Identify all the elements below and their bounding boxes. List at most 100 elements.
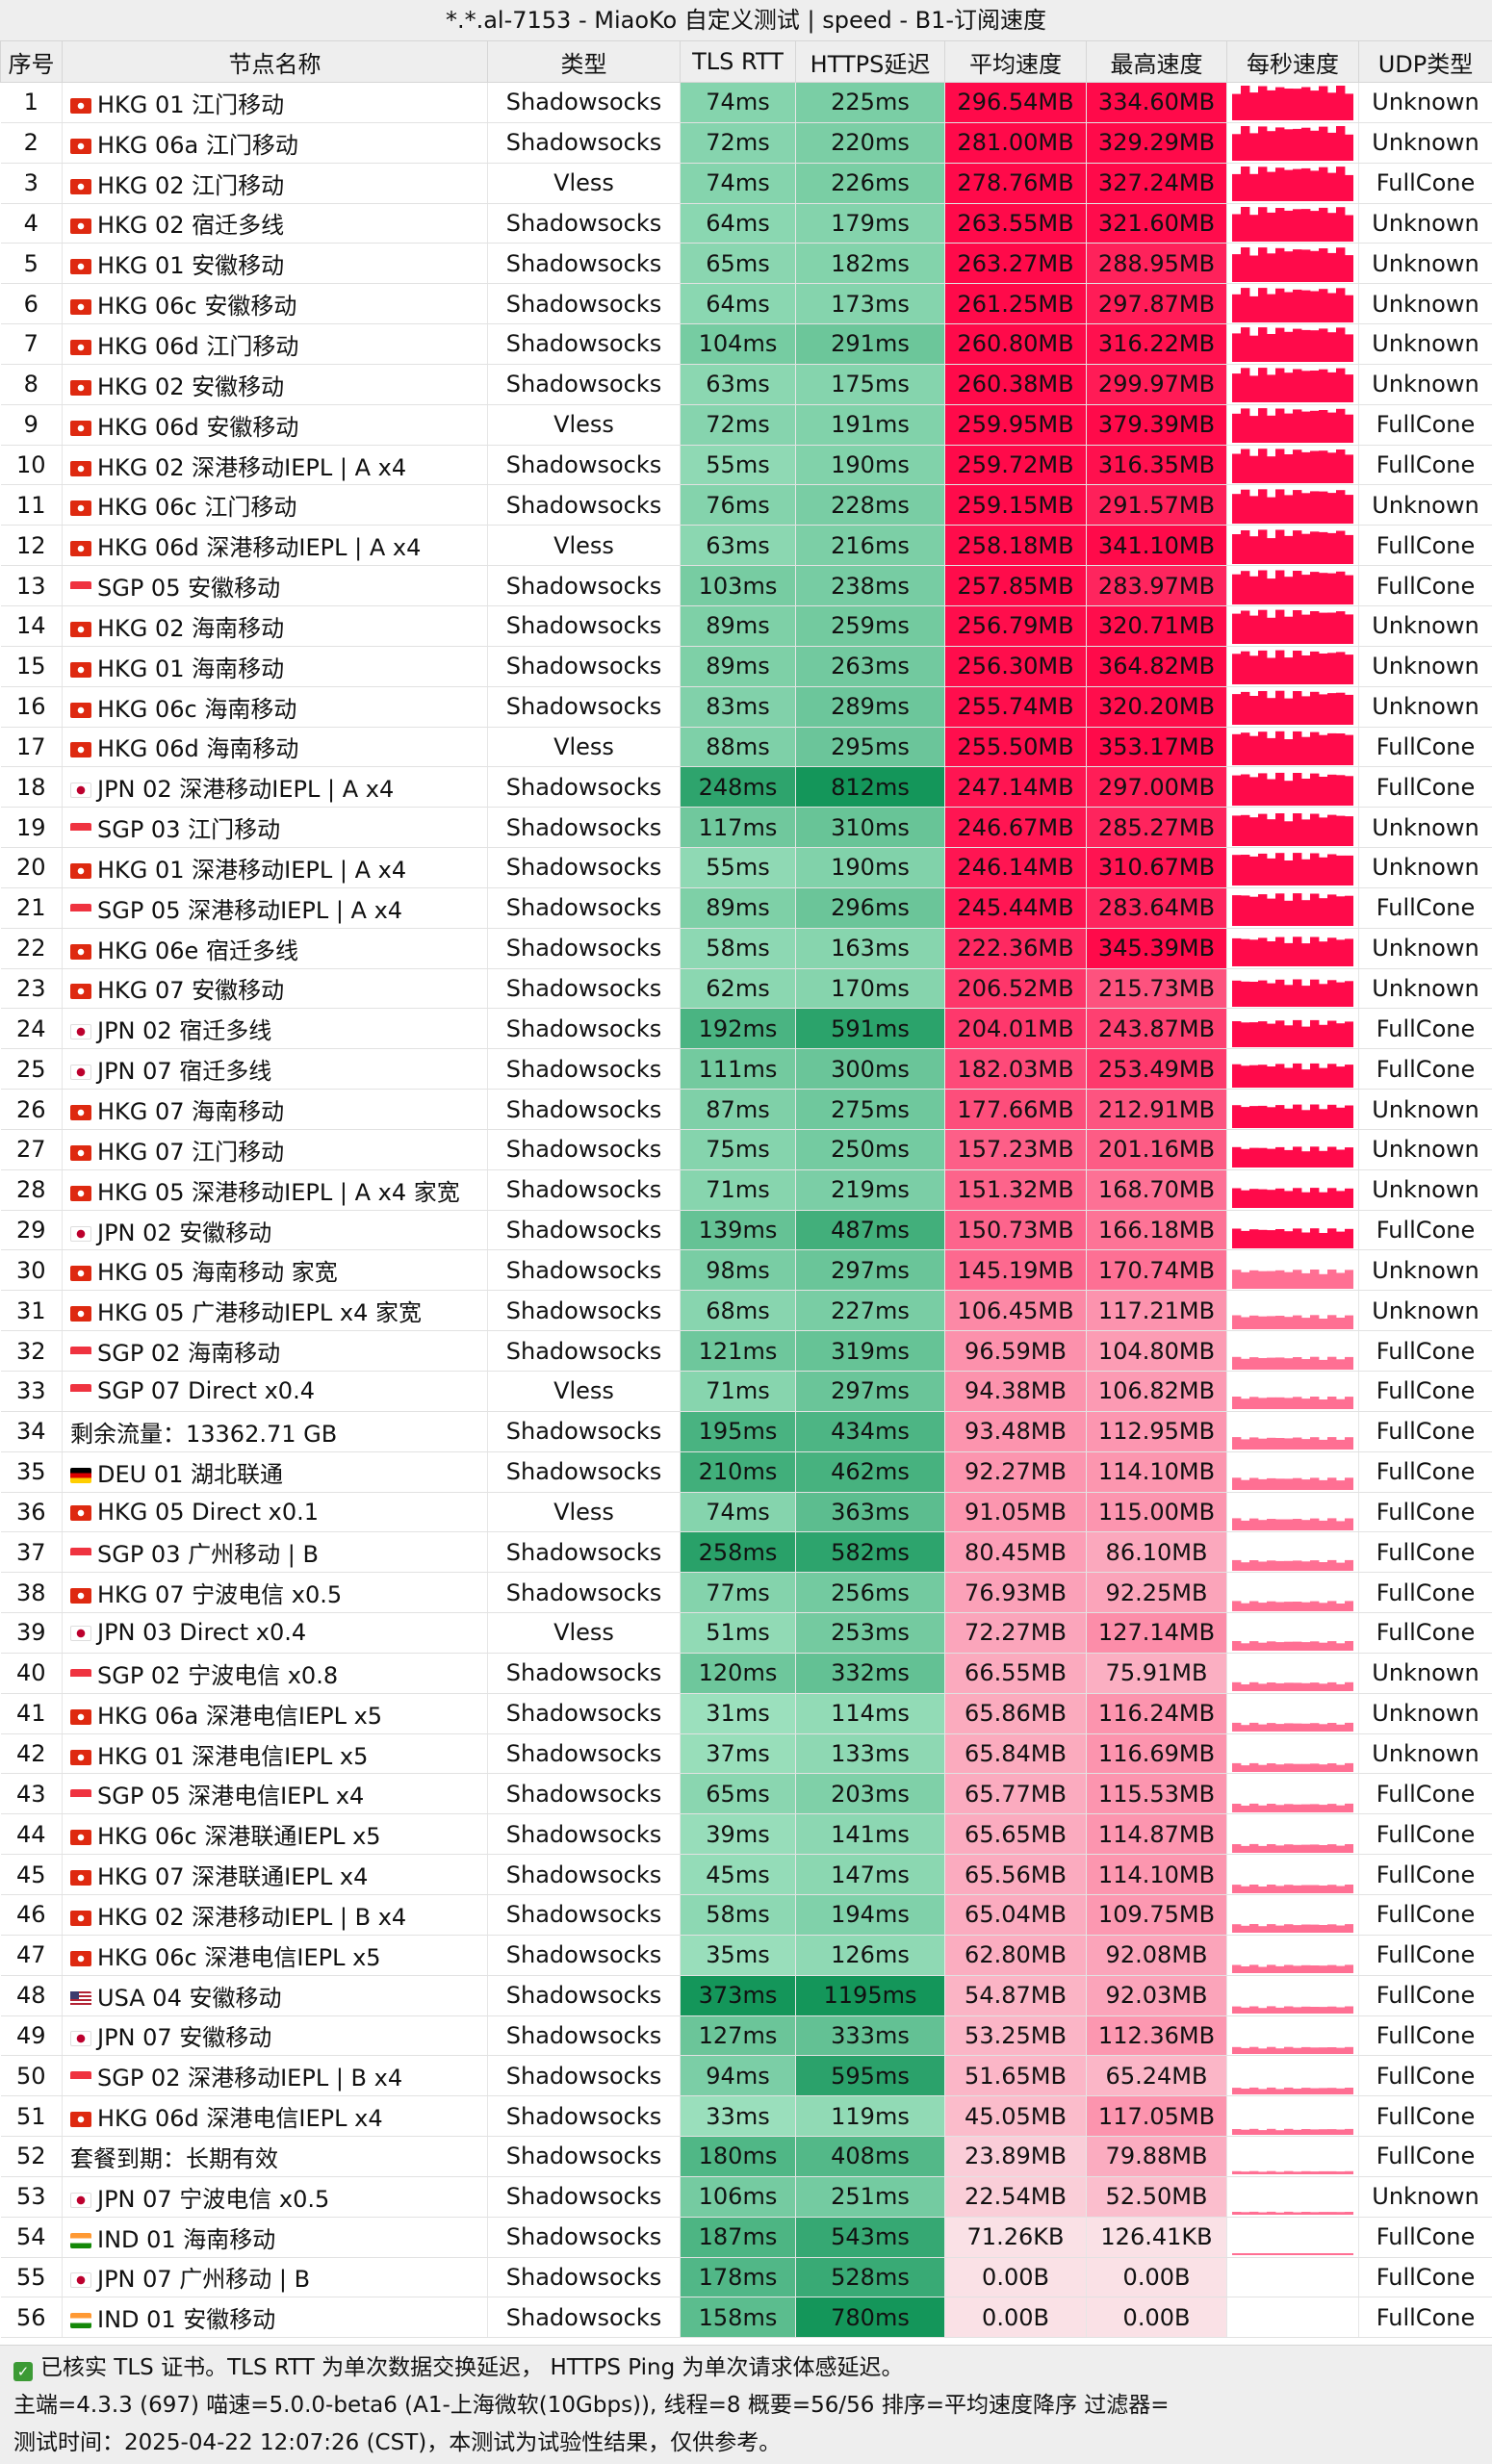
sparkline-bar xyxy=(1284,1723,1294,1732)
sparkline-bar xyxy=(1319,572,1328,604)
sparkline-bar xyxy=(1345,2253,1353,2256)
table-row[interactable]: 28 HKG 05 深港移动IEPL | A x4 家宽 Shadowsocks 71… xyxy=(0,1169,1492,1211)
table-row[interactable]: 38 HKG 07 宁波电信 x0.5 Shadowsocks 77ms 256ms 76… xyxy=(0,1572,1492,1614)
table-row[interactable]: 6 HKG 06c 安徽移动 Shadowsocks 64ms 173ms 261.25M… xyxy=(0,283,1492,325)
sparkline-bar xyxy=(1249,1601,1259,1611)
column-header-per-second-speed[interactable]: 每秒速度 xyxy=(1226,40,1359,83)
column-header-udp-type[interactable]: UDP类型 xyxy=(1358,40,1492,83)
node-name: HKG 02 海南移动 xyxy=(97,614,285,642)
table-row[interactable]: 32 SGP 02 海南移动 Shadowsocks 121ms 319ms 96.59M… xyxy=(0,1330,1492,1372)
table-row[interactable]: 54 IND 01 海南移动 Shadowsocks 187ms 543ms 71.26K… xyxy=(0,2217,1492,2258)
node-type: Shadowsocks xyxy=(487,323,681,365)
table-row[interactable]: 27 HKG 07 江门移动 Shadowsocks 75ms 250ms 157.23M… xyxy=(0,1129,1492,1170)
table-row[interactable]: 15 HKG 01 海南移动 Shadowsocks 89ms 263ms 256.30M… xyxy=(0,646,1492,687)
tls-rtt: 58ms xyxy=(680,1894,796,1936)
table-row[interactable]: 44 HKG 06c 深港联通IEPL x5 Shadowsocks 39ms 141m… xyxy=(0,1813,1492,1856)
column-header-index[interactable]: 序号 xyxy=(0,40,63,83)
table-row[interactable]: 52 套餐到期：长期有效 Shadowsocks 180ms 408ms 23.89MB 7… xyxy=(0,2136,1492,2177)
column-header-type[interactable]: 类型 xyxy=(487,40,681,83)
sparkline-bar xyxy=(1284,2006,1294,2015)
avg-speed: 177.66MB xyxy=(944,1089,1087,1130)
node-name-cell: SGP 02 深港移动IEPL | B x4 xyxy=(62,2055,488,2097)
column-header-avg-speed[interactable]: 平均速度 xyxy=(944,40,1087,83)
table-row[interactable]: 31 HKG 05 广港移动IEPL x4 家宽 Shadowsocks 68ms 22… xyxy=(0,1290,1492,1332)
table-row[interactable]: 19 SGP 03 江门移动 Shadowsocks 117ms 310ms 246.67… xyxy=(0,807,1492,849)
table-row[interactable]: 3 HKG 02 江门移动 Vless 74ms 226ms 278.76MB 327.24… xyxy=(0,163,1492,204)
flag-icon xyxy=(70,541,91,557)
sparkline-bar xyxy=(1327,293,1337,322)
table-row[interactable]: 10 HKG 02 深港移动IEPL | A x4 Shadowsocks 55ms 1… xyxy=(0,445,1492,486)
table-row[interactable]: 14 HKG 02 海南移动 Shadowsocks 89ms 259ms 256.79M… xyxy=(0,605,1492,647)
row-index: 13 xyxy=(0,565,63,606)
sparkline-bar xyxy=(1310,1559,1320,1571)
table-row[interactable]: 21 SGP 05 深港移动IEPL | A x4 Shadowsocks 89ms 2… xyxy=(0,887,1492,929)
sparkline-bar xyxy=(1345,2212,1353,2216)
table-row[interactable]: 7 HKG 06d 江门移动 Shadowsocks 104ms 291ms 260.80… xyxy=(0,323,1492,365)
udp-type: FullCone xyxy=(1358,163,1492,204)
table-row[interactable]: 51 HKG 06d 深港电信IEPL x4 Shadowsocks 33ms 119m… xyxy=(0,2095,1492,2138)
node-type: Shadowsocks xyxy=(487,1048,681,1091)
node-name: HKG 01 深港移动IEPL | A x4 xyxy=(97,856,407,884)
table-row[interactable]: 23 HKG 07 安徽移动 Shadowsocks 62ms 170ms 206.52M… xyxy=(0,968,1492,1010)
per-second-speed-sparkline xyxy=(1226,1653,1359,1694)
sparkline-bar xyxy=(1258,1805,1268,1812)
table-row[interactable]: 53 JPN 07 宁波电信 x0.5 Shadowsocks 106ms 251ms 2… xyxy=(0,2176,1492,2218)
node-name-cell: SGP 07 Direct x0.4 xyxy=(62,1371,488,1412)
table-row[interactable]: 24 JPN 02 宿迁多线 Shadowsocks 192ms 591ms 204.01… xyxy=(0,1008,1492,1050)
table-row[interactable]: 5 HKG 01 安徽移动 Shadowsocks 65ms 182ms 263.27MB… xyxy=(0,243,1492,285)
table-row[interactable]: 50 SGP 02 深港移动IEPL | B x4 Shadowsocks 94ms 5… xyxy=(0,2055,1492,2097)
table-row[interactable]: 36 HKG 05 Direct x0.1 Vless 74ms 363ms 91.05M… xyxy=(0,1492,1492,1533)
table-row[interactable]: 40 SGP 02 宁波电信 x0.8 Shadowsocks 120ms 332ms 6… xyxy=(0,1653,1492,1694)
table-row[interactable]: 17 HKG 06d 海南移动 Vless 88ms 295ms 255.50MB 353.… xyxy=(0,727,1492,768)
sparkline-chart xyxy=(1232,1356,1353,1370)
table-row[interactable]: 42 HKG 01 深港电信IEPL x5 Shadowsocks 37ms 133ms… xyxy=(0,1733,1492,1775)
table-row[interactable]: 26 HKG 07 海南移动 Shadowsocks 87ms 275ms 177.66M… xyxy=(0,1089,1492,1130)
udp-type: FullCone xyxy=(1358,1451,1492,1493)
table-row[interactable]: 33 SGP 07 Direct x0.4 Vless 71ms 297ms 94.38M… xyxy=(0,1371,1492,1412)
table-row[interactable]: 8 HKG 02 安徽移动 Shadowsocks 63ms 175ms 260.38MB… xyxy=(0,364,1492,405)
table-row[interactable]: 56 IND 01 安徽移动 Shadowsocks 158ms 780ms 0.00B 0… xyxy=(0,2297,1492,2339)
sparkline-bar xyxy=(1267,1190,1276,1209)
sparkline-bar xyxy=(1232,574,1242,604)
sparkline-bar xyxy=(1293,937,1302,967)
table-row[interactable]: 49 JPN 07 安徽移动 Shadowsocks 127ms 333ms 53.25M… xyxy=(0,2015,1492,2057)
table-row[interactable]: 34 剩余流量：13362.71 GB Shadowsocks 195ms 434ms 9… xyxy=(0,1411,1492,1452)
sparkline-bar xyxy=(1249,576,1259,604)
node-type: Vless xyxy=(487,163,681,204)
column-header-node-name[interactable]: 节点名称 xyxy=(62,40,488,83)
column-header-https-latency[interactable]: HTTPS延迟 xyxy=(795,40,945,83)
table-row[interactable]: 13 SGP 05 安徽移动 Shadowsocks 103ms 238ms 257.85… xyxy=(0,565,1492,606)
table-row[interactable]: 22 HKG 06e 宿迁多线 Shadowsocks 58ms 163ms 222.36… xyxy=(0,928,1492,969)
table-row[interactable]: 37 SGP 03 广州移动 | B Shadowsocks 258ms 582ms 80… xyxy=(0,1531,1492,1574)
table-row[interactable]: 11 HKG 06c 江门移动 Shadowsocks 76ms 228ms 259.15… xyxy=(0,484,1492,526)
table-row[interactable]: 47 HKG 06c 深港电信IEPL x5 Shadowsocks 35ms 126m… xyxy=(0,1935,1492,1976)
table-row[interactable]: 41 HKG 06a 深港电信IEPL x5 Shadowsocks 31ms 114m… xyxy=(0,1693,1492,1734)
table-row[interactable]: 18 JPN 02 深港移动IEPL | A x4 Shadowsocks 248ms… xyxy=(0,766,1492,808)
table-row[interactable]: 12 HKG 06d 深港移动IEPL | A x4 Vless 63ms 216ms 2… xyxy=(0,525,1492,567)
table-row[interactable]: 45 HKG 07 深港联通IEPL x4 Shadowsocks 45ms 147ms… xyxy=(0,1854,1492,1895)
table-row[interactable]: 9 HKG 06d 安徽移动 Vless 72ms 191ms 259.95MB 379.3… xyxy=(0,404,1492,446)
table-row[interactable]: 46 HKG 02 深港移动IEPL | B x4 Shadowsocks 58ms 1… xyxy=(0,1894,1492,1936)
sparkline-bar xyxy=(1345,1397,1353,1410)
sparkline-bar xyxy=(1275,2129,1285,2135)
per-second-speed-sparkline xyxy=(1226,1169,1359,1211)
tls-rtt: 192ms xyxy=(680,1008,796,1050)
table-row[interactable]: 55 JPN 07 广州移动 | B Shadowsocks 178ms 528ms 0.… xyxy=(0,2257,1492,2298)
table-row[interactable]: 29 JPN 02 安徽移动 Shadowsocks 139ms 487ms 150.73… xyxy=(0,1210,1492,1251)
table-row[interactable]: 4 HKG 02 宿迁多线 Shadowsocks 64ms 179ms 263.55MB… xyxy=(0,203,1492,244)
table-row[interactable]: 30 HKG 05 海南移动 家宽 Shadowsocks 98ms 297ms 145.… xyxy=(0,1249,1492,1292)
sparkline-bar xyxy=(1241,327,1250,363)
table-row[interactable]: 16 HKG 06c 海南移动 Shadowsocks 83ms 289ms 255.74… xyxy=(0,686,1492,728)
table-row[interactable]: 39 JPN 03 Direct x0.4 Vless 51ms 253ms 72.27M… xyxy=(0,1612,1492,1654)
table-row[interactable]: 2 HKG 06a 江门移动 Shadowsocks 72ms 220ms 281.00M… xyxy=(0,122,1492,164)
table-row[interactable]: 25 JPN 07 宿迁多线 Shadowsocks 111ms 300ms 182.03… xyxy=(0,1048,1492,1091)
column-header-tls-rtt[interactable]: TLS RTT xyxy=(680,40,796,83)
table-row[interactable]: 20 HKG 01 深港移动IEPL | A x4 Shadowsocks 55ms 1… xyxy=(0,847,1492,888)
column-header-max-speed[interactable]: 最高速度 xyxy=(1086,40,1227,83)
sparkline-bar xyxy=(1327,492,1337,524)
table-row[interactable]: 35 DEU 01 湖北联通 Shadowsocks 210ms 462ms 92.27M… xyxy=(0,1451,1492,1493)
table-row[interactable]: 43 SGP 05 深港电信IEPL x4 Shadowsocks 65ms 203ms… xyxy=(0,1773,1492,1815)
table-row[interactable]: 1 HKG 01 江门移动 Shadowsocks 74ms 225ms 296.54MB… xyxy=(0,82,1492,123)
table-row[interactable]: 48 USA 04 安徽移动 Shadowsocks 373ms 1195ms 54.87… xyxy=(0,1975,1492,2016)
sparkline-bar xyxy=(1319,86,1328,121)
